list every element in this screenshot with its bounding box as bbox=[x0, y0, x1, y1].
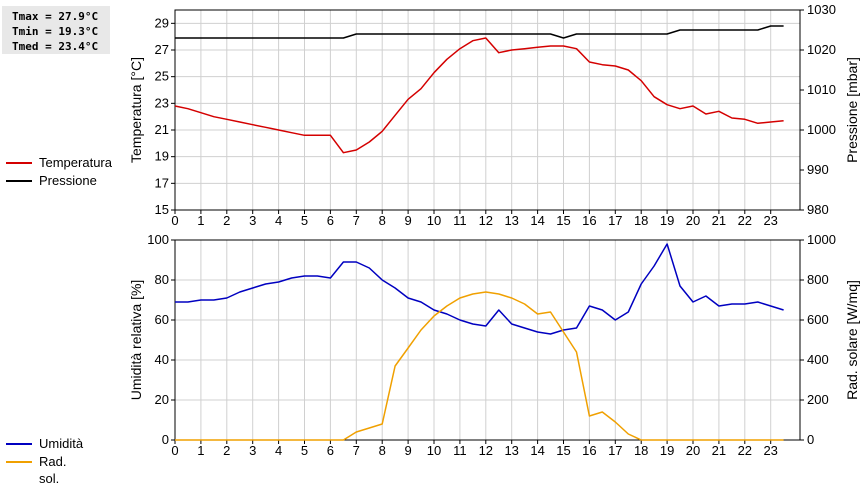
x-tick-label: 5 bbox=[301, 213, 308, 228]
x-tick-label: 13 bbox=[504, 213, 518, 228]
legend-swatch-rad-sol bbox=[6, 461, 32, 463]
x-tick-label: 15 bbox=[556, 443, 570, 458]
x-tick-label: 2 bbox=[223, 213, 230, 228]
x-tick-label: 11 bbox=[453, 213, 467, 228]
y2-tick-label: 1020 bbox=[807, 42, 836, 57]
x-tick-label: 11 bbox=[453, 443, 467, 458]
x-tick-label: 8 bbox=[379, 213, 386, 228]
legend-swatch-umidita bbox=[6, 443, 32, 445]
y-tick-label: 60 bbox=[155, 312, 169, 327]
left-axis-title-top: Temperatura [°C] bbox=[128, 57, 144, 163]
y2-tick-label: 200 bbox=[807, 392, 829, 407]
x-tick-label: 20 bbox=[686, 213, 700, 228]
x-tick-label: 10 bbox=[427, 213, 441, 228]
legend-label-temperatura: Temperatura bbox=[39, 155, 112, 170]
x-tick-label: 7 bbox=[353, 213, 360, 228]
x-tick-label: 9 bbox=[404, 443, 411, 458]
x-tick-label: 22 bbox=[738, 213, 752, 228]
y-tick-label: 25 bbox=[155, 69, 169, 84]
x-tick-label: 4 bbox=[275, 213, 282, 228]
y-tick-label: 40 bbox=[155, 352, 169, 367]
x-tick-label: 1 bbox=[197, 443, 204, 458]
y-tick-label: 19 bbox=[155, 149, 169, 164]
y2-tick-label: 800 bbox=[807, 272, 829, 287]
y2-tick-label: 600 bbox=[807, 312, 829, 327]
x-tick-label: 16 bbox=[582, 443, 596, 458]
x-tick-label: 2 bbox=[223, 443, 230, 458]
x-tick-label: 13 bbox=[504, 443, 518, 458]
legend-label-umidita: Umidità bbox=[39, 436, 84, 451]
series-line-temperatura bbox=[174, 37, 784, 154]
legend-label-rad-sol: Rad. sol. bbox=[39, 454, 67, 486]
y2-tick-label: 1000 bbox=[807, 122, 836, 137]
legend-swatch-temperatura bbox=[6, 162, 32, 164]
right-axis-title-top: Pressione [mbar] bbox=[844, 57, 860, 163]
x-tick-label: 17 bbox=[608, 213, 622, 228]
legend-swatch-pressione bbox=[6, 180, 32, 182]
chart-bottom: 0 1 2 3 4 5 6 7 8 9 10 11 12 13 14 15 16 17 18 19 20 21 22 2302… bbox=[128, 232, 860, 458]
stats-box: Tmax = 27.9°C Tmin = 19.3°C Tmed = 23.4°… bbox=[2, 6, 110, 54]
series-line-pressione bbox=[175, 25, 784, 39]
y2-tick-label: 0 bbox=[807, 432, 814, 447]
series-line-umidit bbox=[175, 243, 784, 335]
series-line-rad-sol bbox=[175, 291, 784, 441]
tmin-stat: Tmin = 19.3°C bbox=[12, 25, 99, 38]
x-tick-label: 6 bbox=[327, 443, 334, 458]
x-tick-label: 22 bbox=[738, 443, 752, 458]
chart-top: 0 1 2 3 4 5 6 7 8 9 10 11 12 13 14 15 16 17 18 19 20 21 22 2315… bbox=[128, 2, 860, 228]
x-tick-label: 21 bbox=[712, 213, 726, 228]
y2-tick-label: 990 bbox=[807, 162, 829, 177]
plot-frame bbox=[174, 9, 801, 211]
y2-tick-label: 1010 bbox=[807, 82, 836, 97]
y-tick-label: 20 bbox=[155, 392, 169, 407]
x-tick-label: 23 bbox=[763, 443, 777, 458]
y2-tick-label: 1030 bbox=[807, 2, 836, 17]
y-tick-label: 0 bbox=[162, 432, 169, 447]
y2-tick-label: 400 bbox=[807, 352, 829, 367]
x-tick-label: 14 bbox=[530, 443, 544, 458]
y-tick-label: 27 bbox=[155, 42, 169, 57]
tmed-stat: Tmed = 23.4°C bbox=[12, 40, 99, 53]
x-tick-label: 20 bbox=[686, 443, 700, 458]
x-tick-label: 18 bbox=[634, 443, 648, 458]
y-tick-label: 21 bbox=[155, 122, 169, 137]
x-tick-label: 21 bbox=[712, 443, 726, 458]
x-tick-label: 10 bbox=[427, 443, 441, 458]
x-tick-label: 17 bbox=[608, 443, 622, 458]
y-tick-label: 17 bbox=[155, 175, 169, 190]
x-tick-label: 0 bbox=[171, 213, 178, 228]
x-tick-label: 8 bbox=[379, 443, 386, 458]
tmax-stat: Tmax = 27.9°C bbox=[12, 10, 99, 23]
y2-tick-label: 980 bbox=[807, 202, 829, 217]
right-axis-title-bottom: Rad. solare [W/mq] bbox=[844, 280, 860, 400]
x-tick-label: 23 bbox=[763, 213, 777, 228]
x-tick-label: 15 bbox=[556, 213, 570, 228]
legend-label-pressione: Pressione bbox=[39, 173, 97, 188]
y-tick-label: 80 bbox=[155, 272, 169, 287]
x-tick-label: 3 bbox=[249, 213, 256, 228]
x-tick-label: 16 bbox=[582, 213, 596, 228]
x-tick-label: 12 bbox=[479, 213, 493, 228]
x-tick-label: 5 bbox=[301, 443, 308, 458]
y-tick-label: 100 bbox=[147, 232, 169, 247]
x-tick-label: 19 bbox=[660, 213, 674, 228]
x-tick-label: 4 bbox=[275, 443, 282, 458]
x-tick-label: 3 bbox=[249, 443, 256, 458]
x-tick-label: 12 bbox=[479, 443, 493, 458]
x-tick-label: 1 bbox=[197, 213, 204, 228]
left-axis-title-bottom: Umidità relativa [%] bbox=[128, 280, 144, 401]
x-tick-label: 7 bbox=[353, 443, 360, 458]
y-tick-label: 29 bbox=[155, 15, 169, 30]
y2-tick-label: 1000 bbox=[807, 232, 836, 247]
x-tick-label: 6 bbox=[327, 213, 334, 228]
x-tick-label: 9 bbox=[404, 213, 411, 228]
charts-canvas: 0 1 2 3 4 5 6 7 8 9 10 11 12 13 14 15 16 17 18 19 20 21 22 2315… bbox=[128, 2, 860, 458]
x-tick-label: 0 bbox=[171, 443, 178, 458]
y-tick-label: 15 bbox=[155, 202, 169, 217]
x-tick-label: 18 bbox=[634, 213, 648, 228]
x-tick-label: 19 bbox=[660, 443, 674, 458]
y-tick-label: 23 bbox=[155, 95, 169, 110]
x-tick-label: 14 bbox=[530, 213, 544, 228]
plot-frame bbox=[174, 239, 801, 441]
